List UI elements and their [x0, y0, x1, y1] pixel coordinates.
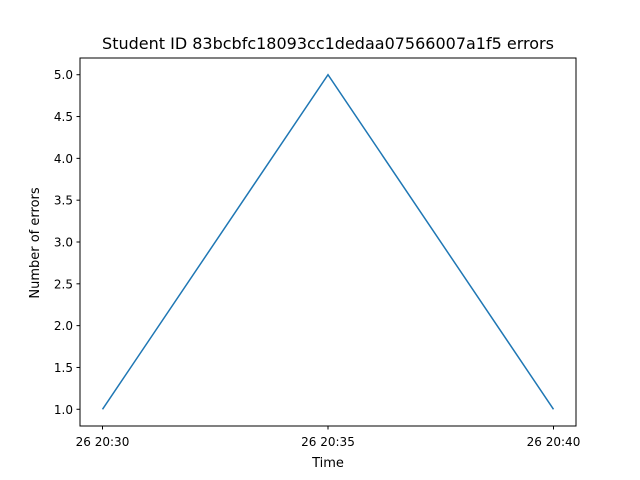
- plot-area: 1.0 1.5 2.0 2.5 3.0 3.5 4.0 4.5 5.0 26 20:30 26 20…: [54, 57, 581, 449]
- y-tick-label: 3.5: [54, 194, 73, 208]
- y-tick-label: 5.0: [54, 68, 73, 82]
- y-tick-label: 4.0: [54, 152, 73, 166]
- y-tick-label: 1.5: [54, 361, 73, 375]
- y-tick-label: 2.0: [54, 319, 73, 333]
- y-tick-label: 4.5: [54, 110, 73, 124]
- y-tick-label: 1.0: [54, 403, 73, 417]
- x-tick-label: 26 20:30: [76, 435, 130, 449]
- y-tick-label: 2.5: [54, 277, 73, 291]
- x-tick-label: 26 20:40: [527, 435, 581, 449]
- x-axis-label: Time: [311, 456, 344, 471]
- y-axis-label: Number of errors: [28, 187, 43, 298]
- chart-title: Student ID 83bcbfc18093cc1dedaa07566007a…: [102, 34, 554, 53]
- data-line-0: [101, 73, 555, 410]
- y-tick-label: 3.0: [54, 236, 73, 250]
- x-tick-label: 26 20:35: [301, 435, 355, 449]
